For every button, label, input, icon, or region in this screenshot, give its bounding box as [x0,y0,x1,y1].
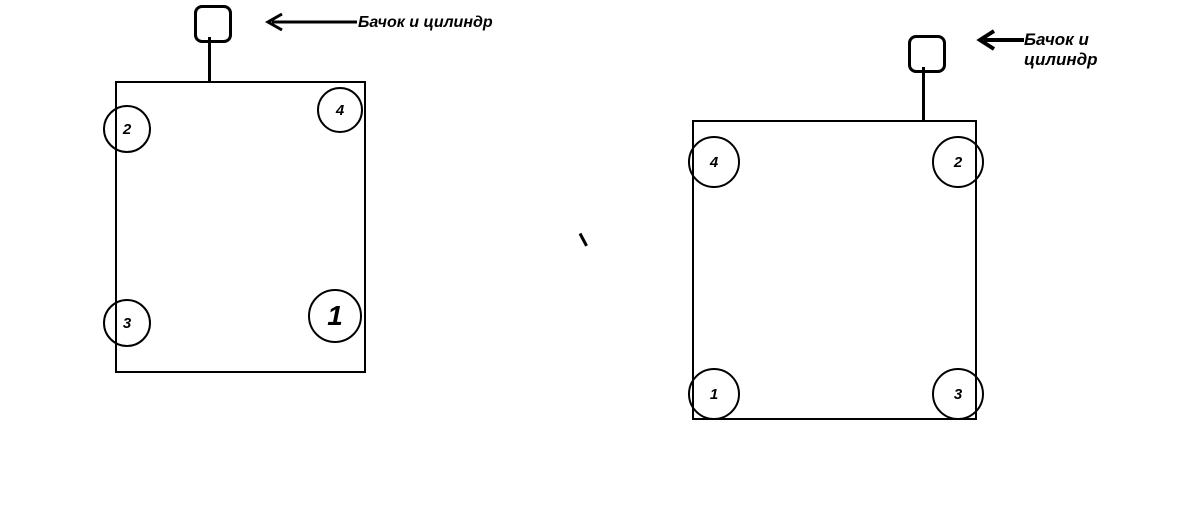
left-wheel-3: 3 [103,299,151,347]
left-wheel-2: 2 [103,105,151,153]
left-reservoir-label: Бачок и цилиндр [358,14,493,32]
right-arrow-icon [974,28,1028,54]
wheel-label: 2 [954,154,962,171]
left-reservoir [194,5,232,43]
left-arrow-icon [260,10,360,36]
right-reservoir [908,35,946,73]
left-stem [208,37,211,81]
diagram-stage: 2 4 3 1 Бачок и цилиндр 4 2 1 3 Бачок и … [0,0,1200,508]
right-wheel-4: 4 [688,136,740,188]
right-stem [922,67,925,120]
left-wheel-1: 1 [308,289,362,343]
wheel-label: 1 [327,300,343,332]
wheel-label: 3 [123,315,131,332]
stray-tick [579,233,588,247]
right-wheel-1: 1 [688,368,740,420]
wheel-label: 4 [710,154,718,171]
left-wheel-4: 4 [317,87,363,133]
wheel-label: 3 [954,386,962,403]
right-wheel-3: 3 [932,368,984,420]
right-wheel-2: 2 [932,136,984,188]
right-reservoir-label: Бачок и цилиндр [1024,30,1098,69]
wheel-label: 4 [336,102,344,119]
wheel-label: 2 [123,121,131,138]
wheel-label: 1 [710,386,718,403]
